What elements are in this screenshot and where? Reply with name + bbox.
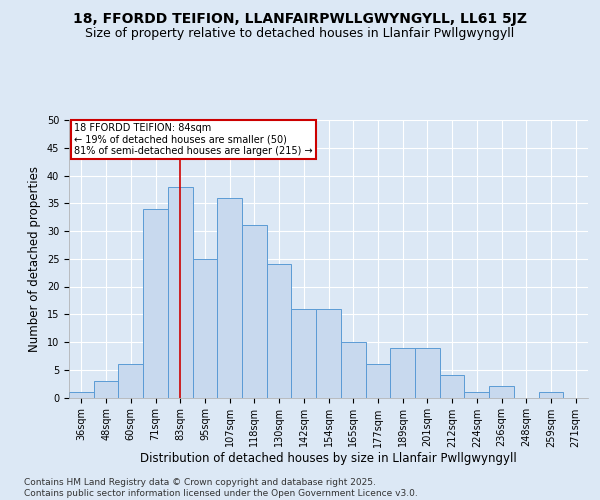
Y-axis label: Number of detached properties: Number of detached properties [28, 166, 41, 352]
Bar [118, 364, 143, 398]
Text: 18, FFORDD TEIFION, LLANFAIRPWLLGWYNGYLL, LL61 5JZ: 18, FFORDD TEIFION, LLANFAIRPWLLGWYNGYLL… [73, 12, 527, 26]
Text: 18 FFORDD TEIFION: 84sqm
← 19% of detached houses are smaller (50)
81% of semi-d: 18 FFORDD TEIFION: 84sqm ← 19% of detach… [74, 123, 313, 156]
Bar [193, 259, 217, 398]
Bar [365, 364, 390, 398]
Bar [69, 392, 94, 398]
Bar [242, 226, 267, 398]
Bar [440, 376, 464, 398]
Bar [168, 186, 193, 398]
Bar [390, 348, 415, 398]
Bar [217, 198, 242, 398]
Bar [143, 209, 168, 398]
Text: Size of property relative to detached houses in Llanfair Pwllgwyngyll: Size of property relative to detached ho… [85, 28, 515, 40]
Bar [415, 348, 440, 398]
Text: Contains HM Land Registry data © Crown copyright and database right 2025.
Contai: Contains HM Land Registry data © Crown c… [24, 478, 418, 498]
Bar [292, 308, 316, 398]
Bar [341, 342, 365, 398]
Bar [464, 392, 489, 398]
Bar [316, 308, 341, 398]
X-axis label: Distribution of detached houses by size in Llanfair Pwllgwyngyll: Distribution of detached houses by size … [140, 452, 517, 465]
Bar [489, 386, 514, 398]
Bar [94, 381, 118, 398]
Bar [539, 392, 563, 398]
Bar [267, 264, 292, 398]
